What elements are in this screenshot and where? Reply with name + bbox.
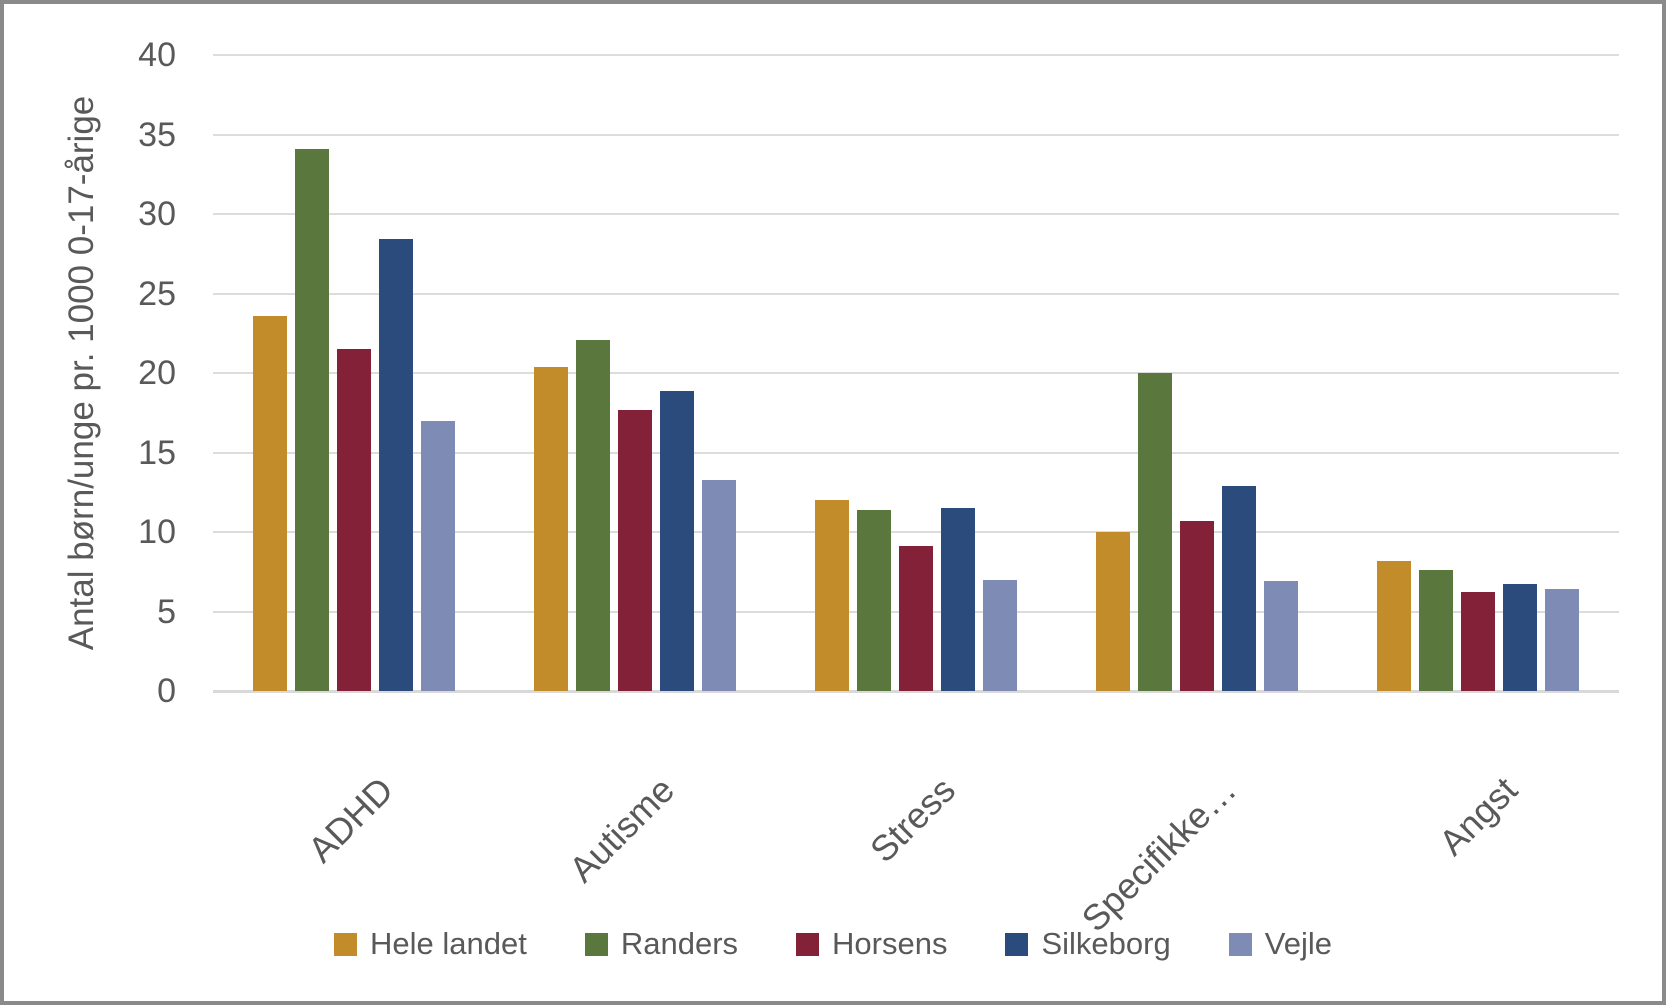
y-tick-label: 25 xyxy=(138,274,176,313)
bar-horsens xyxy=(899,546,933,691)
legend-item-vejle: Vejle xyxy=(1228,926,1332,962)
x-axis-line xyxy=(213,690,1619,693)
legend-item-horsens: Horsens xyxy=(796,926,947,962)
legend-item-silkeborg: Silkeborg xyxy=(1005,926,1171,962)
legend-item-randers: Randers xyxy=(584,926,739,962)
y-tick-label: 10 xyxy=(138,513,176,551)
bar-group-specifikke xyxy=(1057,55,1338,691)
y-tick-label: 0 xyxy=(157,672,176,710)
bar-hele-landet xyxy=(1096,532,1131,691)
gridline xyxy=(213,531,1619,533)
legend-label: Horsens xyxy=(832,926,948,961)
y-tick-label: 5 xyxy=(157,592,176,631)
y-tick-label: 35 xyxy=(138,115,176,154)
bar-hele-landet xyxy=(815,500,849,691)
bar-silkeborg xyxy=(1222,485,1257,691)
legend-swatch xyxy=(1005,932,1029,956)
bar-horsens xyxy=(336,349,371,691)
bar-horsens xyxy=(1461,592,1496,691)
bar-group-angst xyxy=(1338,55,1619,691)
bar-vejle xyxy=(701,479,736,691)
gridline xyxy=(213,372,1619,374)
y-tick-label: 30 xyxy=(138,195,176,233)
bar-vejle xyxy=(1264,581,1299,691)
gridline xyxy=(213,451,1619,454)
y-tick-label: 20 xyxy=(138,354,176,392)
bar-group-adhd xyxy=(213,55,494,691)
bar-vejle xyxy=(983,579,1017,691)
x-category-label: Autisme xyxy=(560,769,682,890)
bar-silkeborg xyxy=(659,390,694,691)
legend-label: Vejle xyxy=(1264,926,1332,961)
bar-randers xyxy=(857,509,891,691)
x-category-label: Angst xyxy=(1431,769,1526,864)
y-tick-label: 15 xyxy=(138,433,176,472)
bar-silkeborg xyxy=(1503,584,1538,691)
gridline xyxy=(213,133,1619,136)
legend-swatch xyxy=(1228,932,1252,956)
legend: Hele landet Randers Horsens Silkeborg Vejle xyxy=(4,926,1662,962)
x-category-label: ADHD xyxy=(299,769,401,871)
legend-item-hele-landet: Hele landet xyxy=(334,926,527,962)
gridline xyxy=(213,213,1619,215)
gridline xyxy=(213,292,1619,295)
gridline xyxy=(213,54,1619,56)
y-tick-label: 40 xyxy=(138,36,176,74)
bar-randers xyxy=(294,148,329,691)
bar-vejle xyxy=(420,420,455,691)
legend-label: Randers xyxy=(620,926,739,961)
x-category-label: Stress xyxy=(861,769,964,871)
y-axis-tick-labels: 0 5 10 15 20 25 30 35 40 xyxy=(4,38,176,708)
legend-swatch xyxy=(796,932,820,956)
bar-horsens xyxy=(1180,520,1215,691)
bar-horsens xyxy=(617,409,652,691)
bar-randers xyxy=(1419,570,1454,691)
bar-group-stress xyxy=(775,55,1056,691)
plot-area xyxy=(213,54,1619,693)
legend-swatch xyxy=(334,932,358,956)
bar-vejle xyxy=(1545,589,1580,691)
legend-label: Silkeborg xyxy=(1041,926,1171,961)
bar-groups xyxy=(213,55,1619,691)
bar-group-autisme xyxy=(494,55,775,691)
legend-label: Hele landet xyxy=(370,926,527,961)
bar-hele-landet xyxy=(1377,560,1412,691)
bar-hele-landet xyxy=(533,366,568,691)
x-category-label: Specifikke… xyxy=(1073,769,1245,940)
bar-silkeborg xyxy=(378,239,413,691)
bar-randers xyxy=(575,339,610,691)
bar-silkeborg xyxy=(941,508,975,691)
bar-hele-landet xyxy=(252,315,287,691)
bar-randers xyxy=(1138,373,1173,691)
legend-swatch xyxy=(584,932,608,956)
